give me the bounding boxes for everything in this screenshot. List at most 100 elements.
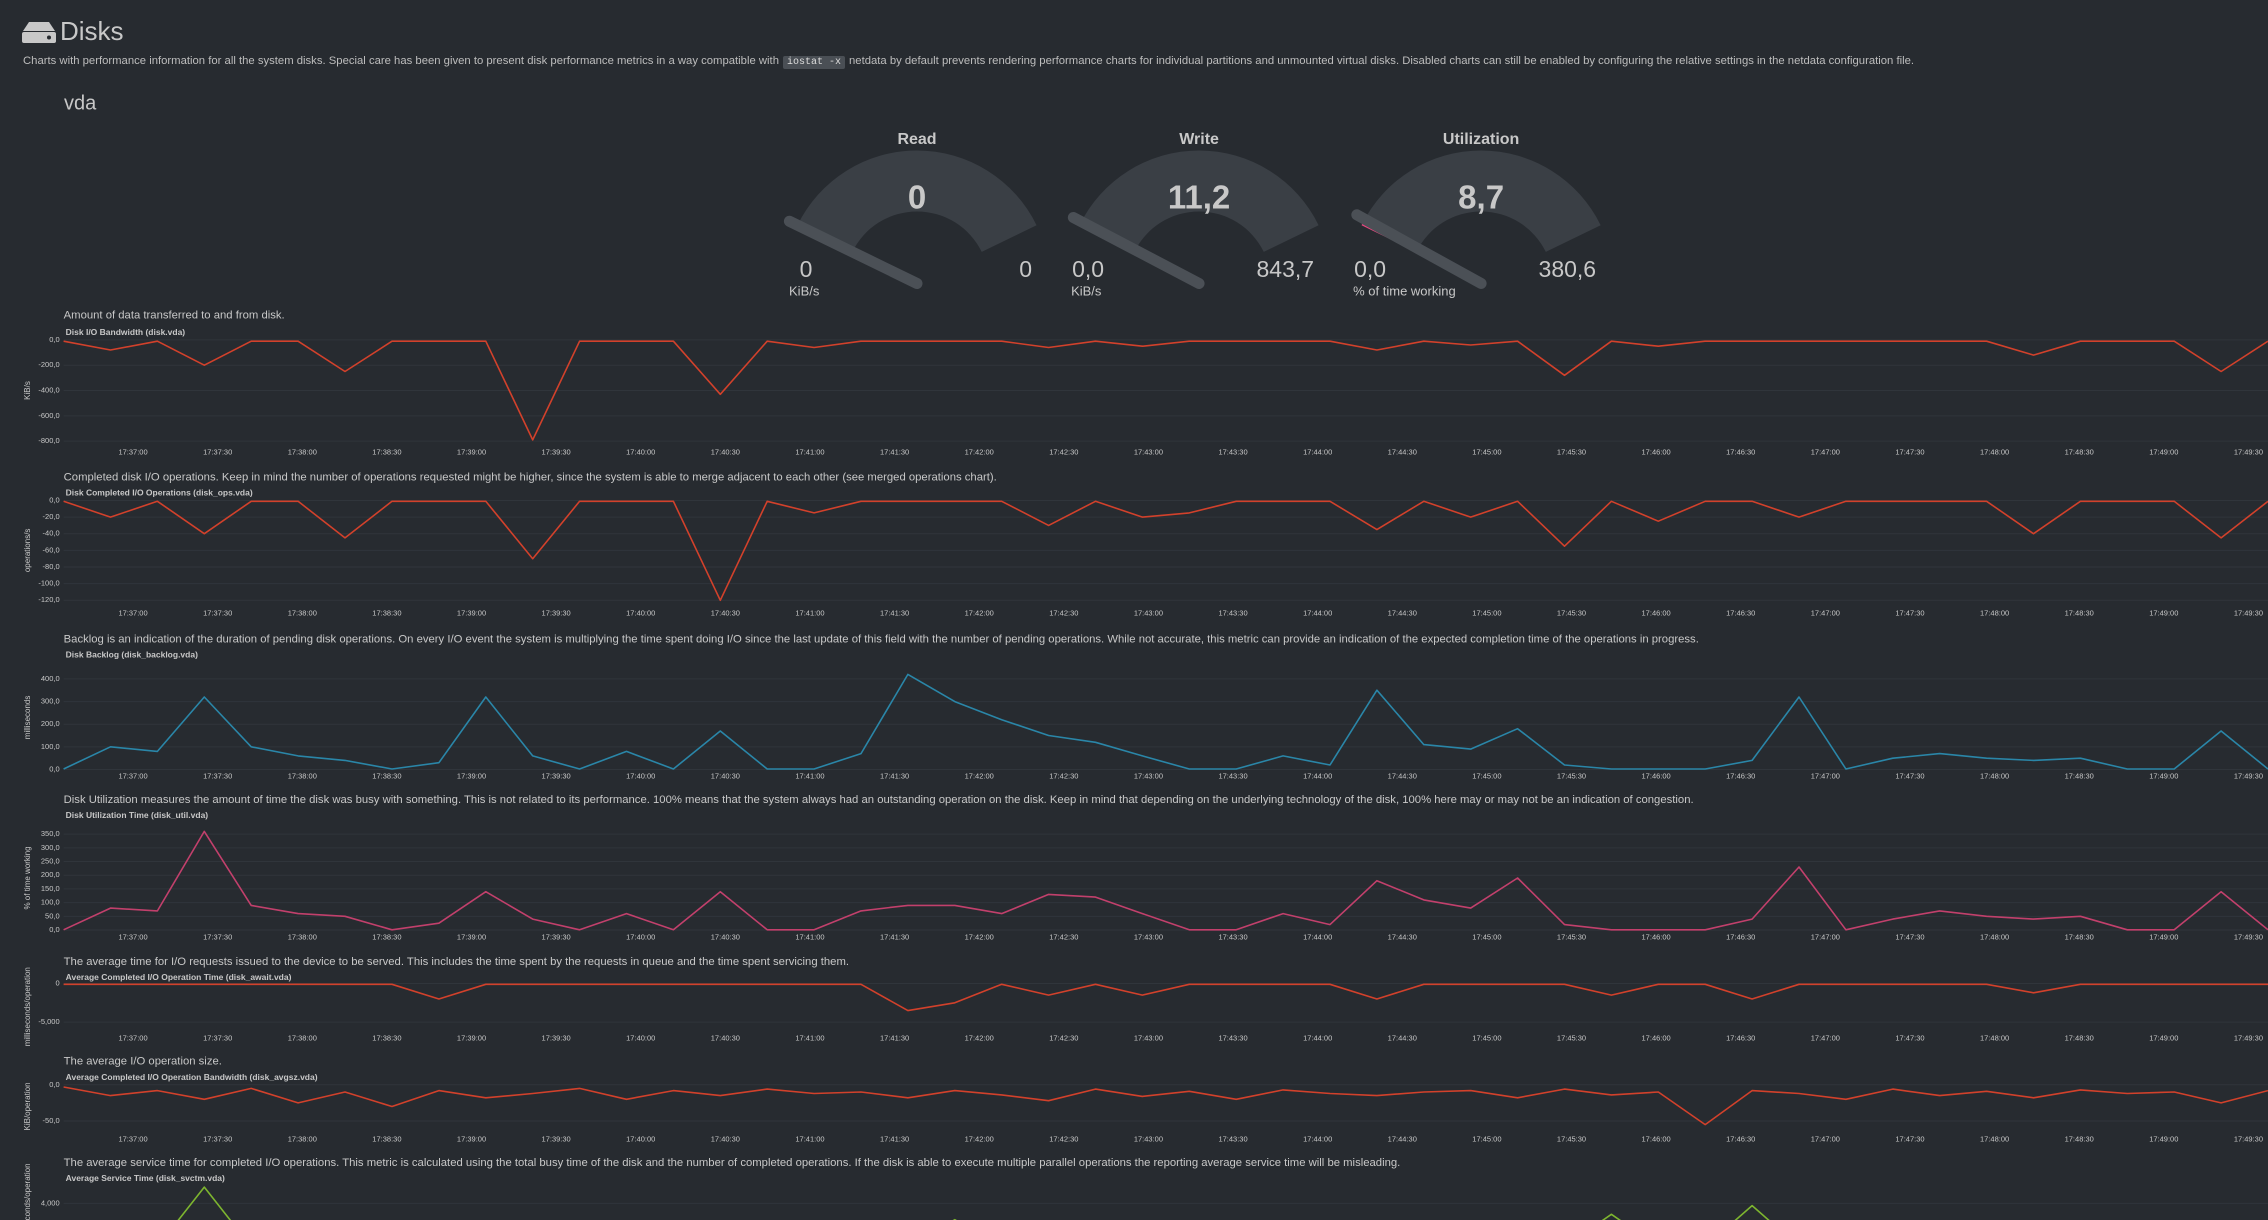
x-tick-label: 17:42:00	[965, 448, 994, 457]
y-tick-label: 100,0	[41, 898, 60, 907]
x-tick-label: 17:49:00	[2149, 1033, 2178, 1042]
y-tick-label: 300,0	[41, 843, 60, 852]
x-tick-label: 17:49:00	[2149, 448, 2178, 457]
chart-description: The average time for I/O requests issued…	[64, 956, 849, 968]
y-tick-label: -20,0	[43, 512, 60, 521]
x-tick-label: 17:37:00	[118, 1033, 147, 1042]
x-tick-label: 17:46:00	[1642, 1033, 1671, 1042]
x-tick-label: 17:46:00	[1642, 932, 1671, 941]
x-tick-label: 17:47:30	[1895, 448, 1924, 457]
x-tick-label: 17:45:00	[1472, 932, 1501, 941]
x-tick-label: 17:49:30	[2234, 1033, 2263, 1042]
gauge-unit: KiB/s	[1071, 283, 1102, 298]
gauge-value: 11,2	[1168, 179, 1230, 216]
y-axis-label: operations/s	[23, 529, 32, 573]
x-tick-label: 17:43:30	[1218, 1135, 1247, 1144]
x-tick-label: 17:46:00	[1642, 608, 1671, 617]
y-tick-label: -200,0	[38, 360, 59, 369]
x-tick-label: 17:43:30	[1218, 448, 1247, 457]
x-tick-label: 17:40:00	[626, 772, 655, 781]
x-tick-label: 17:37:30	[203, 772, 232, 781]
x-tick-label: 17:48:30	[2065, 608, 2094, 617]
x-tick-label: 17:37:30	[203, 932, 232, 941]
y-tick-label: 300,0	[41, 697, 60, 706]
x-tick-label: 17:37:30	[203, 608, 232, 617]
code: iostat -x	[782, 56, 845, 69]
x-tick-label: 17:43:30	[1218, 1033, 1247, 1042]
x-tick-label: 17:39:00	[457, 608, 486, 617]
description-text: Charts with performance information for …	[23, 55, 779, 67]
x-tick-label: 17:48:30	[2065, 932, 2094, 941]
chart-description: Backlog is an indication of the duration…	[64, 633, 1699, 645]
description-text: netdata by default prevents rendering pe…	[849, 55, 1915, 67]
x-tick-label: 17:49:30	[2234, 1135, 2263, 1144]
x-tick-label: 17:39:00	[457, 932, 486, 941]
x-tick-label: 17:44:30	[1388, 932, 1417, 941]
x-tick-label: 17:47:00	[1811, 608, 1840, 617]
y-tick-label: 0,0	[49, 1080, 59, 1089]
x-tick-label: 17:46:30	[1726, 1033, 1755, 1042]
x-tick-label: 17:45:30	[1557, 608, 1586, 617]
y-axis-label: milliseconds/operation	[23, 1163, 32, 1220]
x-tick-label: 17:41:30	[880, 772, 909, 781]
chart: Completed disk I/O operations. Keep in m…	[23, 471, 2268, 617]
x-tick-label: 17:41:30	[880, 1033, 909, 1042]
x-tick-label: 17:47:30	[1895, 1135, 1924, 1144]
series-line	[63, 1086, 2268, 1126]
x-tick-label: 17:48:30	[2065, 772, 2094, 781]
gauge-min: 0,0	[1072, 256, 1104, 282]
x-tick-label: 17:42:00	[965, 1135, 994, 1144]
gauge-track	[1079, 150, 1319, 252]
device-title: vda	[64, 92, 97, 114]
x-tick-label: 17:44:00	[1303, 932, 1332, 941]
x-tick-label: 17:44:30	[1388, 772, 1417, 781]
disk-icon	[22, 22, 56, 43]
series-line	[63, 830, 2268, 931]
x-tick-label: 17:45:00	[1472, 1135, 1501, 1144]
x-tick-label: 17:44:30	[1388, 1135, 1417, 1144]
gauge-max: 843,7	[1257, 256, 1315, 282]
x-tick-label: 17:38:00	[288, 448, 317, 457]
chart-title: Average Service Time (disk_svctm.vda)	[66, 1173, 225, 1183]
section-title: Disks	[60, 16, 124, 46]
x-tick-label: 17:47:30	[1895, 608, 1924, 617]
y-tick-label: -80,0	[43, 562, 60, 571]
x-tick-label: 17:47:30	[1895, 932, 1924, 941]
y-tick-label: 0	[55, 979, 59, 988]
x-tick-label: 17:39:00	[457, 1135, 486, 1144]
x-tick-label: 17:43:00	[1134, 1135, 1163, 1144]
x-tick-label: 17:40:00	[626, 1135, 655, 1144]
x-tick-label: 17:44:30	[1388, 1033, 1417, 1042]
y-tick-label: -800,0	[38, 436, 59, 445]
x-tick-label: 17:37:30	[203, 448, 232, 457]
gauge-value: 8,7	[1458, 179, 1504, 216]
x-tick-label: 17:42:00	[965, 932, 994, 941]
x-tick-label: 17:45:30	[1557, 932, 1586, 941]
x-tick-label: 17:43:00	[1134, 448, 1163, 457]
x-tick-label: 17:41:00	[795, 608, 824, 617]
chart-description: The average service time for completed I…	[64, 1157, 1401, 1169]
x-tick-label: 17:39:00	[457, 772, 486, 781]
x-tick-label: 17:46:00	[1642, 1135, 1671, 1144]
x-tick-label: 17:41:00	[795, 448, 824, 457]
x-tick-label: 17:40:00	[626, 448, 655, 457]
x-tick-label: 17:48:30	[2065, 448, 2094, 457]
x-tick-label: 17:40:00	[626, 608, 655, 617]
chart: The average service time for completed I…	[23, 1157, 2268, 1220]
chart: The average I/O operation size. Average C…	[23, 1056, 2268, 1144]
x-tick-label: 17:42:30	[1049, 772, 1078, 781]
x-tick-label: 17:45:30	[1557, 772, 1586, 781]
y-tick-label: 350,0	[41, 829, 60, 838]
x-tick-label: 17:41:30	[880, 1135, 909, 1144]
x-tick-label: 17:41:00	[795, 1033, 824, 1042]
x-tick-label: 17:40:00	[626, 932, 655, 941]
gauge-value: 0	[908, 179, 926, 216]
x-tick-label: 17:45:00	[1472, 1033, 1501, 1042]
x-tick-label: 17:41:00	[795, 932, 824, 941]
x-tick-label: 17:45:00	[1472, 608, 1501, 617]
y-tick-label: 150,0	[41, 884, 60, 893]
x-tick-label: 17:49:00	[2149, 932, 2178, 941]
x-tick-label: 17:40:30	[711, 608, 740, 617]
x-tick-label: 17:42:00	[965, 1033, 994, 1042]
chart-title: Disk I/O Bandwidth (disk.vda)	[66, 327, 186, 337]
